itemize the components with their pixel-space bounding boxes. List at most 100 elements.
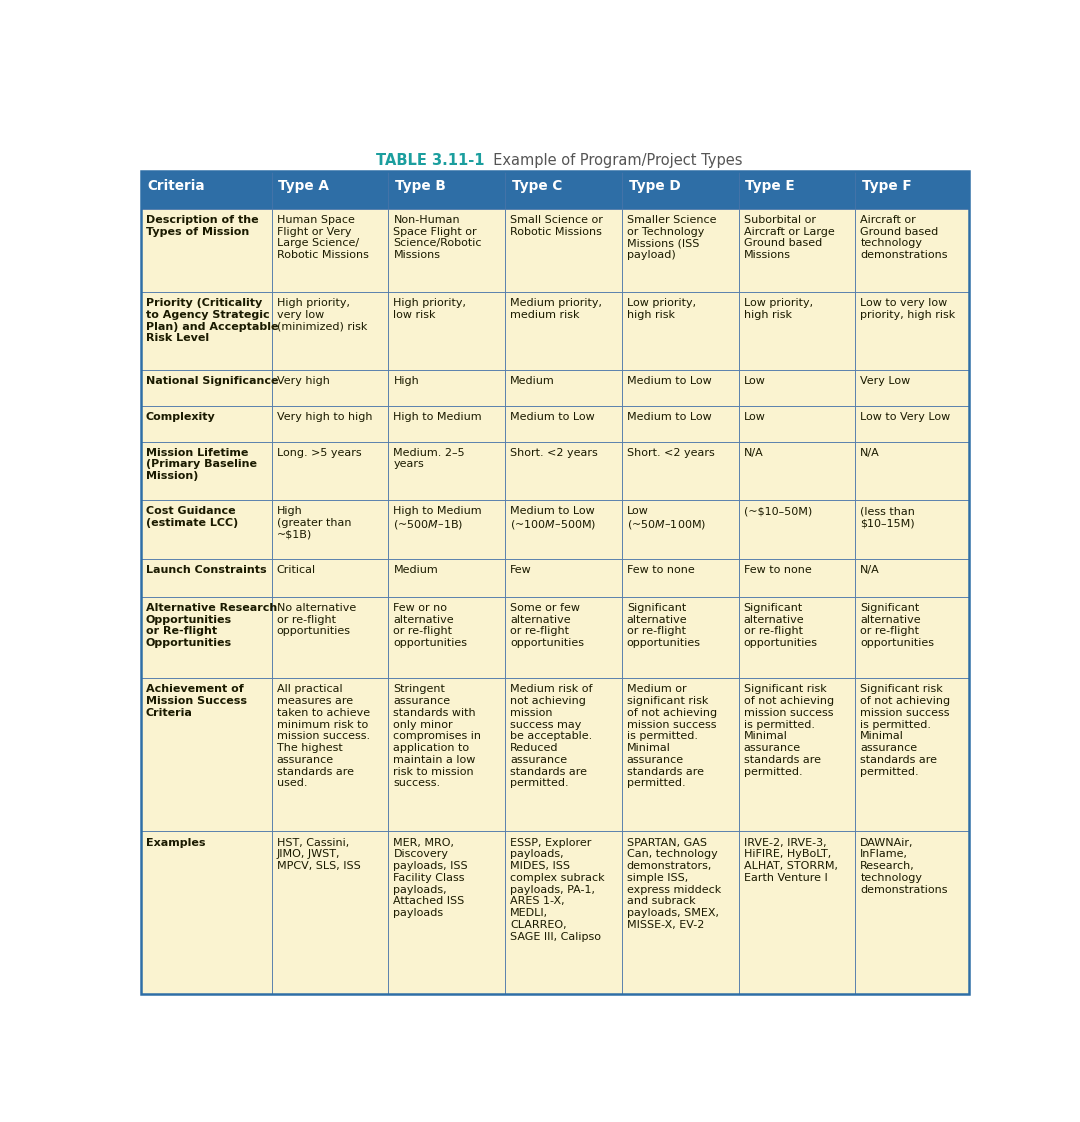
Bar <box>739 369 855 406</box>
Bar <box>505 369 622 406</box>
Bar <box>855 442 969 500</box>
Text: Type C: Type C <box>512 178 562 193</box>
Bar <box>855 369 969 406</box>
Text: Suborbital or
Aircraft or Large
Ground based
Missions: Suborbital or Aircraft or Large Ground b… <box>743 214 834 260</box>
Bar <box>140 292 272 369</box>
Text: Medium: Medium <box>393 565 438 574</box>
Text: Medium. 2–5
years: Medium. 2–5 years <box>393 448 465 469</box>
Bar <box>389 500 505 559</box>
Bar <box>389 209 505 292</box>
Text: Low priority,
high risk: Low priority, high risk <box>743 298 812 320</box>
Bar <box>739 831 855 994</box>
Text: High to Medium: High to Medium <box>393 412 482 422</box>
Text: Small Science or
Robotic Missions: Small Science or Robotic Missions <box>510 214 603 237</box>
Text: Medium to Low: Medium to Low <box>510 412 595 422</box>
Text: National Significance: National Significance <box>146 376 279 386</box>
Text: Criteria: Criteria <box>148 178 205 193</box>
Bar <box>140 442 272 500</box>
Text: (~$10–50M): (~$10–50M) <box>743 506 812 516</box>
Text: High: High <box>393 376 419 386</box>
Bar <box>505 831 622 994</box>
Bar <box>389 442 505 500</box>
Text: Critical: Critical <box>276 565 315 574</box>
Text: IRVE-2, IRVE-3,
HiFIRE, HyBoLT,
ALHAT, STORRM,
Earth Venture I: IRVE-2, IRVE-3, HiFIRE, HyBoLT, ALHAT, S… <box>743 837 838 883</box>
Text: Examples: Examples <box>146 837 205 847</box>
Text: Type A: Type A <box>279 178 329 193</box>
Text: TABLE 3.11-1: TABLE 3.11-1 <box>376 153 485 168</box>
Bar <box>505 171 622 209</box>
Text: Example of Program/Project Types: Example of Program/Project Types <box>485 153 743 168</box>
Bar <box>272 597 389 678</box>
Bar <box>622 442 739 500</box>
Text: TABLE 3.11-1  Example of Program/Project Types: TABLE 3.11-1 Example of Program/Project … <box>376 153 731 168</box>
Bar <box>272 209 389 292</box>
Bar <box>272 500 389 559</box>
Text: Low
(~$50M–$100M): Low (~$50M–$100M) <box>626 506 706 532</box>
Bar <box>739 678 855 831</box>
Text: Aircraft or
Ground based
technology
demonstrations: Aircraft or Ground based technology demo… <box>861 214 948 260</box>
Text: Type D: Type D <box>629 178 680 193</box>
Text: Medium risk of
not achieving
mission
success may
be acceptable.
Reduced
assuranc: Medium risk of not achieving mission suc… <box>510 684 593 789</box>
Text: Very high to high: Very high to high <box>276 412 373 422</box>
Bar <box>622 369 739 406</box>
Bar <box>739 171 855 209</box>
Bar <box>855 597 969 678</box>
Text: Alternative Research
Opportunities
or Re-flight
Opportunities: Alternative Research Opportunities or Re… <box>146 603 278 649</box>
Bar <box>140 369 272 406</box>
Text: Description of the
Types of Mission: Description of the Types of Mission <box>146 214 258 237</box>
Bar <box>389 559 505 597</box>
Text: Few or no
alternative
or re-flight
opportunities: Few or no alternative or re-flight oppor… <box>393 603 468 649</box>
Text: High to Medium
(~$500M–$1B): High to Medium (~$500M–$1B) <box>393 506 482 532</box>
Bar <box>272 369 389 406</box>
Bar <box>140 559 272 597</box>
Bar <box>739 559 855 597</box>
Bar <box>739 500 855 559</box>
Bar <box>855 831 969 994</box>
Text: Very high: Very high <box>276 376 329 386</box>
Bar <box>739 209 855 292</box>
Bar <box>389 292 505 369</box>
Text: Short. <2 years: Short. <2 years <box>510 448 598 458</box>
Text: Significant
alternative
or re-flight
opportunities: Significant alternative or re-flight opp… <box>743 603 818 649</box>
Bar <box>622 597 739 678</box>
Bar <box>622 678 739 831</box>
Text: Low priority,
high risk: Low priority, high risk <box>626 298 696 320</box>
Text: SPARTAN, GAS
Can, technology
demonstrators,
simple ISS,
express middeck
and subr: SPARTAN, GAS Can, technology demonstrato… <box>626 837 721 930</box>
Text: Cost Guidance
(estimate LCC): Cost Guidance (estimate LCC) <box>146 506 238 528</box>
Bar <box>505 292 622 369</box>
Bar <box>855 292 969 369</box>
Bar <box>272 406 389 442</box>
Bar <box>622 209 739 292</box>
Text: N/A: N/A <box>743 448 764 458</box>
Bar <box>272 292 389 369</box>
Bar <box>505 559 622 597</box>
Text: Type B: Type B <box>395 178 446 193</box>
Bar <box>140 831 272 994</box>
Text: Priority (Criticality
to Agency Strategic
Plan) and Acceptable
Risk Level: Priority (Criticality to Agency Strategi… <box>146 298 279 343</box>
Text: Type E: Type E <box>745 178 795 193</box>
Bar <box>272 442 389 500</box>
Text: High
(greater than
~$1B): High (greater than ~$1B) <box>276 506 351 540</box>
Text: HST, Cassini,
JIMO, JWST,
MPCV, SLS, ISS: HST, Cassini, JIMO, JWST, MPCV, SLS, ISS <box>276 837 361 871</box>
Text: Few to none: Few to none <box>743 565 811 574</box>
Bar <box>505 406 622 442</box>
Text: N/A: N/A <box>861 565 880 574</box>
Bar <box>272 831 389 994</box>
Bar <box>855 171 969 209</box>
Bar <box>855 559 969 597</box>
Bar <box>739 442 855 500</box>
Bar <box>855 500 969 559</box>
Bar <box>140 678 272 831</box>
Text: DAWNAir,
InFlame,
Research,
technology
demonstrations: DAWNAir, InFlame, Research, technology d… <box>861 837 948 894</box>
Text: Significant
alternative
or re-flight
opportunities: Significant alternative or re-flight opp… <box>861 603 934 649</box>
Text: Low to very low
priority, high risk: Low to very low priority, high risk <box>861 298 956 320</box>
Bar <box>140 500 272 559</box>
Bar <box>622 406 739 442</box>
Text: Complexity: Complexity <box>146 412 216 422</box>
Bar <box>855 678 969 831</box>
Bar <box>272 559 389 597</box>
Bar <box>622 500 739 559</box>
Text: Non-Human
Space Flight or
Science/Robotic
Missions: Non-Human Space Flight or Science/Roboti… <box>393 214 482 260</box>
Bar <box>140 597 272 678</box>
Text: MER, MRO,
Discovery
payloads, ISS
Facility Class
payloads,
Attached ISS
payloads: MER, MRO, Discovery payloads, ISS Facili… <box>393 837 468 918</box>
